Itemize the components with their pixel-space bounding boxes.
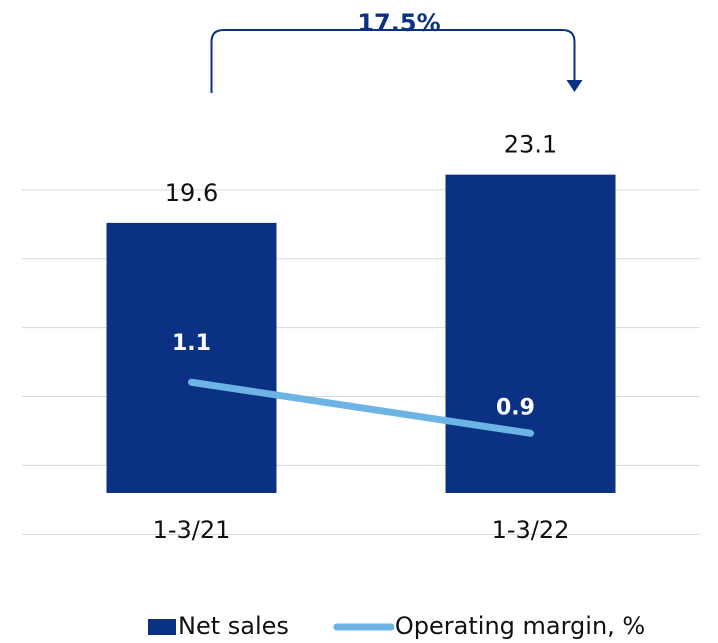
growth-arrowhead bbox=[566, 80, 583, 92]
bar bbox=[445, 174, 616, 493]
line-value-label: 0.9 bbox=[496, 395, 535, 420]
bar bbox=[106, 222, 277, 493]
margin-line bbox=[188, 378, 534, 437]
growth-bracket bbox=[210, 29, 576, 93]
growth-label: 17.5% bbox=[357, 9, 440, 37]
bar-value-label: 23.1 bbox=[504, 131, 557, 159]
legend-label: Net sales bbox=[178, 612, 289, 640]
x-tick-label: 1-3/21 bbox=[153, 516, 231, 544]
legend-swatch bbox=[148, 619, 176, 635]
x-tick-label: 1-3/22 bbox=[492, 516, 570, 544]
line-value-label: 1.1 bbox=[172, 331, 211, 356]
bar-value-label: 19.6 bbox=[165, 179, 218, 207]
legend-label: Operating margin, % bbox=[395, 612, 645, 640]
